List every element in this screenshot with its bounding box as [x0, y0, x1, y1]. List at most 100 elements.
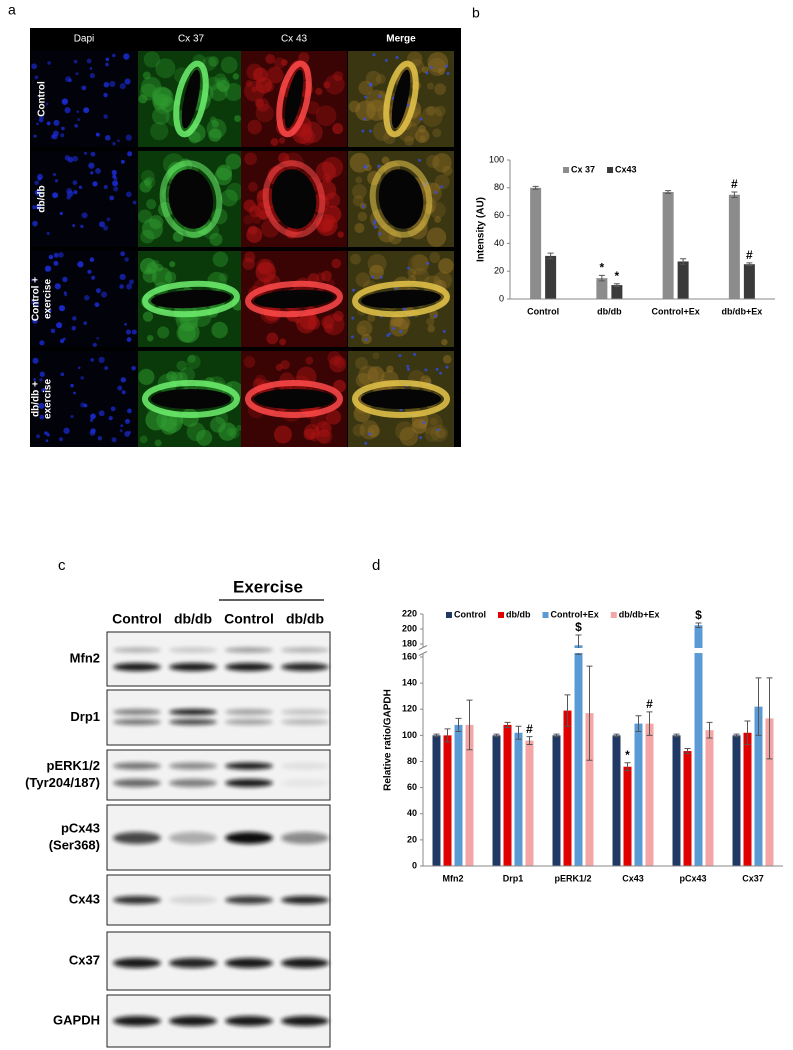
micrograph-texture [70, 415, 74, 419]
blot-band [169, 779, 217, 787]
micrograph-texture [155, 58, 176, 79]
micrograph-texture [64, 293, 68, 297]
y-tick-label: 60 [494, 210, 504, 220]
panel-label: b [472, 5, 480, 21]
micrograph-texture [243, 199, 256, 212]
micrograph-texture [348, 100, 361, 113]
micrograph-texture [32, 318, 38, 324]
micrograph-texture [140, 83, 158, 101]
micrograph-texture [138, 209, 153, 224]
micrograph-texture [220, 189, 238, 207]
blot-strip [106, 689, 331, 746]
micrograph-texture [367, 432, 371, 436]
micrograph-texture [150, 122, 169, 141]
micrograph-texture [89, 67, 93, 70]
bar [596, 278, 608, 299]
micrograph-texture [94, 302, 100, 308]
blot-row-label: Mfn2 [70, 650, 100, 665]
row-label: exercise [43, 379, 54, 419]
lane-label: db/db [174, 611, 212, 627]
micrograph-texture [52, 130, 59, 137]
micrograph-texture [315, 88, 323, 96]
micrograph-texture [442, 354, 452, 364]
micrograph-texture [266, 332, 279, 345]
micrograph-texture [226, 427, 235, 436]
micrograph-texture [138, 94, 148, 104]
micrograph-texture [58, 305, 66, 312]
bar [672, 735, 681, 866]
micrograph-texture [419, 436, 423, 440]
vessel-wall [369, 160, 433, 238]
micrograph-texture [435, 105, 446, 117]
error-bar [635, 715, 642, 732]
micrograph-texture [52, 173, 56, 177]
micrograph-texture [72, 316, 77, 321]
micrograph-texture [95, 132, 100, 137]
micrograph-texture [65, 76, 72, 83]
blot-band [281, 762, 329, 770]
error-bar [744, 720, 751, 746]
micrograph-texture [422, 421, 426, 425]
micrograph-texture [151, 267, 172, 288]
micrograph-texture [98, 410, 105, 417]
micrograph-texture [39, 340, 45, 346]
legend-label: Cx 37 [571, 164, 595, 174]
micrograph-texture [92, 342, 97, 347]
micrograph-texture [152, 93, 169, 110]
legend-label: Control+Ex [551, 609, 599, 619]
micrograph-texture [157, 326, 170, 339]
blot-band [169, 832, 217, 844]
micrograph-texture [421, 105, 443, 127]
western-blot: Exercise Control db/db Control db/db Mfn2 Drp… [25, 577, 331, 1048]
micrograph-texture [98, 356, 105, 364]
micrograph-texture [81, 85, 87, 91]
blot-band [113, 1016, 161, 1026]
micrograph-texture [46, 121, 51, 126]
image-tiles: Dapi Cx 37 Cx 43 Merge Control db/db Control +… [31, 34, 454, 447]
micrograph-texture [415, 128, 430, 144]
micrograph-texture [354, 222, 365, 234]
micrograph-texture [211, 120, 220, 128]
micrograph-texture [178, 321, 200, 343]
x-tick-label: Control [527, 306, 559, 316]
micrograph-texture [309, 432, 320, 442]
micrograph-texture [429, 252, 441, 263]
micrograph-texture [275, 363, 283, 371]
vessel-lumen [361, 389, 441, 409]
x-tick-label: db/db [597, 306, 622, 316]
micrograph-texture [298, 128, 316, 146]
micrograph-texture [210, 416, 226, 433]
micrograph-texture [53, 252, 59, 258]
micrograph-texture [244, 152, 257, 166]
micrograph-texture [103, 92, 108, 98]
micrograph-texture [361, 204, 365, 208]
micrograph-texture [89, 430, 96, 436]
micrograph-texture [124, 418, 131, 424]
y-tick-label: 180 [402, 638, 417, 648]
micrograph-texture [352, 424, 366, 437]
blot-band [281, 1016, 329, 1026]
micrograph-texture [402, 307, 406, 311]
micrograph-texture [60, 133, 65, 138]
micrograph-texture [140, 229, 155, 244]
blot-row-label: Cx37 [69, 952, 100, 967]
significance-marker: # [731, 177, 738, 191]
blot-band [281, 663, 329, 671]
micrograph-texture [399, 426, 419, 446]
micrograph-texture [46, 433, 50, 437]
y-tick-label: 160 [402, 651, 417, 661]
micrograph-texture [209, 83, 228, 102]
micrograph-texture [120, 377, 127, 383]
micrograph-texture [357, 211, 368, 222]
micrograph-texture [378, 232, 382, 236]
legend-label: Control [454, 609, 486, 619]
y-axis-label: Intensity (AU) [476, 197, 487, 262]
micrograph-texture [392, 327, 396, 331]
axis-break-mark [418, 645, 428, 656]
micrograph-texture [90, 171, 94, 175]
micrograph-texture [32, 357, 39, 364]
blot-band [281, 832, 329, 844]
micrograph-texture [103, 81, 110, 88]
row-label: Control + [31, 277, 42, 321]
micrograph-texture [34, 180, 40, 186]
